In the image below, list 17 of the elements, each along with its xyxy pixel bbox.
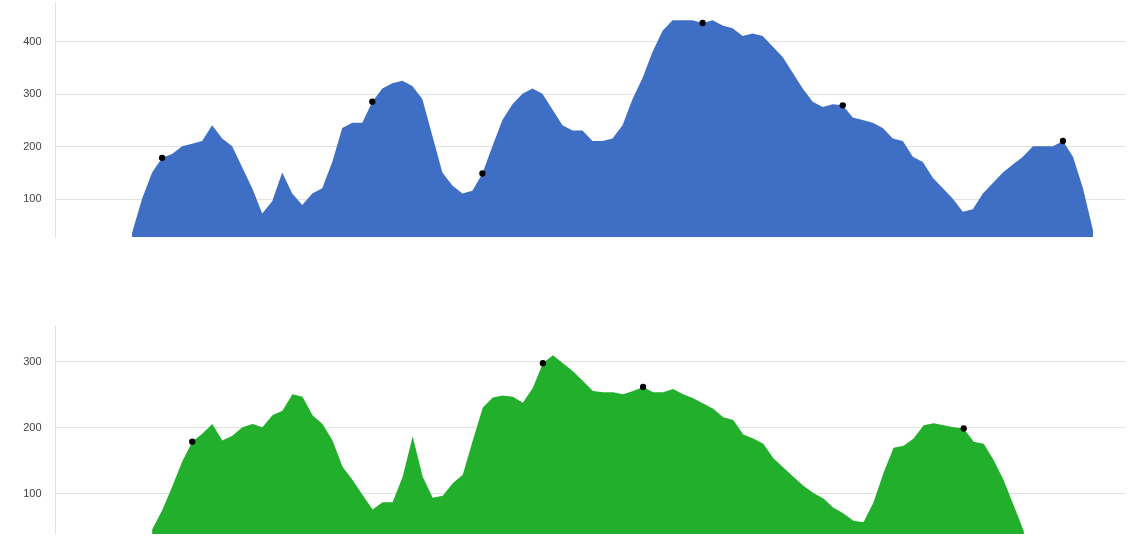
point: [699, 19, 706, 27]
y-tick-label: 300: [23, 87, 42, 100]
point: [479, 170, 486, 177]
point: [189, 438, 196, 445]
point: [369, 98, 376, 105]
y-tick-label: 100: [23, 192, 42, 205]
y-tick-label: 300: [23, 354, 42, 367]
y-tick-label: 200: [23, 139, 42, 152]
point: [960, 425, 967, 432]
point: [639, 383, 647, 391]
point: [1059, 137, 1067, 145]
point: [839, 102, 846, 109]
y-tick-label: 400: [23, 34, 42, 47]
y-tick-label: 100: [23, 486, 42, 499]
point: [539, 360, 547, 367]
y-tick-label: 200: [23, 420, 42, 433]
point: [158, 154, 166, 161]
